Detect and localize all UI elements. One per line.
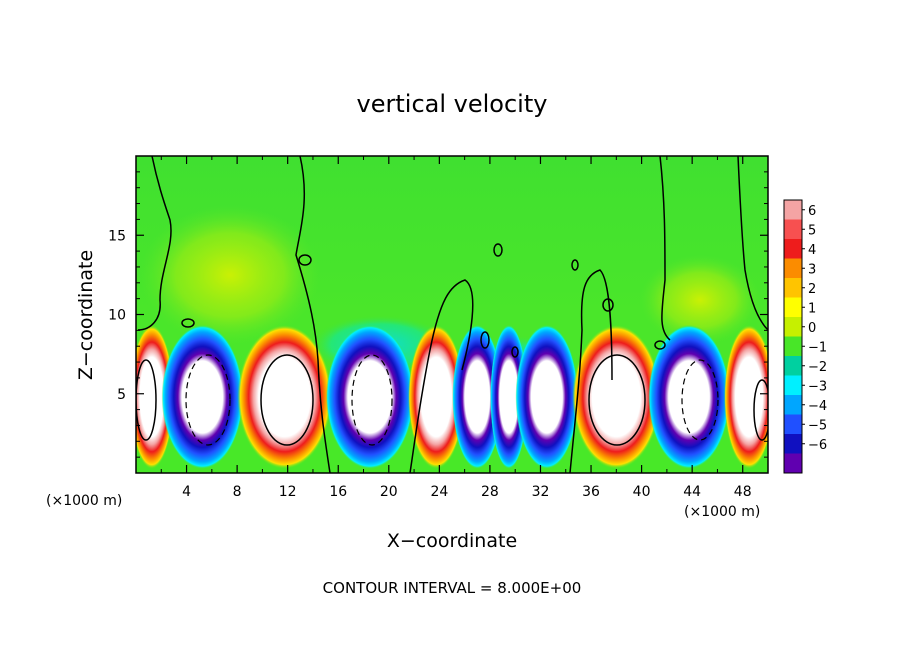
upper-glow-right [640, 255, 760, 345]
y-axis-label: Z−coordinate [75, 250, 97, 380]
x-tick-label: 40 [633, 484, 651, 500]
contour-dashed-10 [681, 359, 719, 441]
contour-loop-e [602, 298, 614, 312]
colorbar-swatch [784, 219, 802, 240]
contour-inner-1 [136, 359, 157, 441]
x-axis-ticks: 4 8 12 16 20 24 28 32 36 40 44 48 [160, 156, 752, 500]
contour-loop-g [480, 331, 490, 349]
contour-loop-b [493, 243, 503, 257]
x-tick-label: 44 [683, 484, 701, 500]
colorbar-label: 5 [808, 223, 816, 238]
colorbar-swatch [784, 434, 802, 454]
colorbar-swatch [784, 278, 802, 298]
chart-title: vertical velocity [357, 90, 548, 118]
colorbar-label: −6 [808, 438, 827, 453]
colorbar-label: −4 [808, 399, 827, 414]
cell-10-downdraft [648, 324, 730, 470]
contour-dashed [185, 354, 719, 446]
colorbar-swatch [784, 258, 802, 279]
x-tick-label: 48 [734, 484, 752, 500]
x-tick-label: 24 [430, 484, 448, 500]
y-tick-label: 5 [117, 387, 126, 403]
x-tick-label: 8 [233, 484, 242, 500]
colorbar-swatch [784, 414, 802, 435]
cell-5-updraft [408, 324, 465, 470]
contour-zero-6 [737, 156, 768, 331]
contour-zero-3 [409, 279, 474, 473]
contour-zero-2 [295, 156, 331, 473]
x-unit-left: (×1000 m) [46, 493, 122, 509]
x-tick-label: 20 [380, 484, 398, 500]
plot-area [136, 156, 768, 473]
cell-1-updraft [136, 324, 174, 470]
cell-7-downdraft [490, 324, 528, 470]
colorbar-label: 6 [808, 204, 816, 219]
x-unit-right: (×1000 m) [684, 504, 760, 520]
contour-loop-d [181, 318, 195, 328]
contour-lines [136, 156, 768, 473]
cell-9-updraft [572, 324, 661, 470]
y-axis-ticks: 5 10 15 [108, 171, 768, 458]
colorbar-label: −1 [808, 340, 827, 355]
y-tick-label: 10 [108, 308, 126, 324]
colorbar-swatch [784, 239, 802, 259]
colorbar: 6 5 4 3 2 1 0 −1 −2 −3 −4 −5 −6 [783, 199, 827, 474]
contour-inner-11 [753, 379, 768, 441]
cell-4-downdraft [325, 324, 414, 470]
colorbar-label: 3 [808, 262, 816, 277]
contour-loop-a [298, 254, 312, 266]
x-tick-label: 28 [481, 484, 499, 500]
contour-inner-9 [588, 354, 646, 446]
colorbar-label: −2 [808, 360, 827, 375]
contour-loop-h [511, 346, 519, 358]
cell-3-updraft [237, 324, 332, 470]
colorbar-label: −5 [808, 418, 827, 433]
colorbar-label: −3 [808, 379, 827, 394]
contour-dashed-4 [351, 354, 393, 446]
contour-zero-5 [659, 156, 671, 341]
x-axis-label: X−coordinate [387, 530, 517, 552]
contour-inner-3 [260, 354, 314, 446]
x-tick-label: 36 [582, 484, 600, 500]
colorbar-swatch [784, 297, 802, 318]
colorbar-swatch [784, 317, 802, 337]
x-tick-label: 4 [182, 484, 191, 500]
colorbar-swatch [784, 200, 802, 220]
contour-dashed-2 [185, 354, 231, 446]
contour-loop-f [654, 340, 666, 350]
colorbar-label: 0 [808, 321, 816, 336]
contour-interval-note: CONTOUR INTERVAL = 8.000E+00 [323, 579, 582, 597]
upper-glow-left [140, 205, 320, 345]
colorbar-swatch [784, 336, 802, 357]
x-tick-label: 12 [279, 484, 297, 500]
cell-layer [136, 324, 768, 470]
contour-zero-1 [137, 156, 172, 331]
cell-8-downdraft [515, 324, 579, 470]
cell-2-downdraft [161, 324, 244, 470]
colorbar-swatch [784, 356, 802, 376]
y-tick-label: 15 [108, 228, 126, 244]
colorbar-swatch [784, 375, 802, 396]
colorbar-label: 4 [808, 243, 816, 258]
colorbar-label: 1 [808, 301, 816, 316]
colorbar-label: 2 [808, 282, 816, 297]
x-tick-label: 16 [329, 484, 347, 500]
colorbar-swatch [784, 395, 802, 415]
contour-zero-4 [569, 269, 613, 473]
colorbar-frame [783, 199, 803, 474]
contour-loop-c [571, 259, 579, 271]
x-tick-label: 32 [532, 484, 550, 500]
colorbar-swatch [784, 453, 802, 474]
